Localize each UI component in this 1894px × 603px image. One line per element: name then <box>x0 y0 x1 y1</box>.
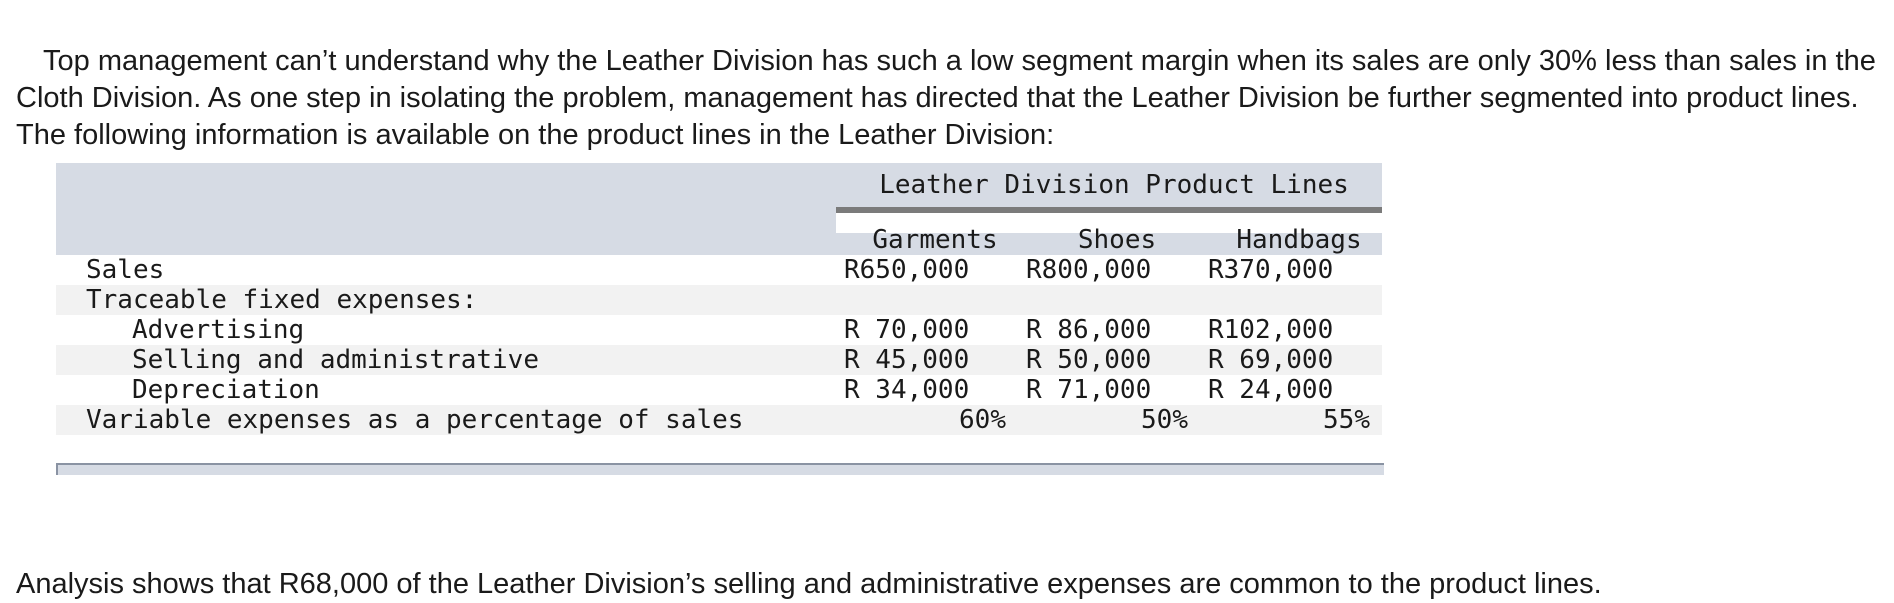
cell-garments: 60% <box>959 405 1006 435</box>
cell-garments: R650,000 <box>844 255 970 285</box>
row-label: Depreciation <box>132 375 320 405</box>
cell-shoes: R 71,000 <box>1026 375 1152 405</box>
group-title-rule <box>836 207 1382 213</box>
row-label: Sales <box>86 255 165 285</box>
column-header-handbags: Handbags <box>1236 225 1362 255</box>
cell-shoes: R 50,000 <box>1026 345 1152 375</box>
group-title: Leather Division Product Lines <box>879 170 1349 200</box>
table-bottom-bar <box>56 463 1384 475</box>
row-label: Traceable fixed expenses: <box>86 285 478 315</box>
row-label: Selling and administrative <box>132 345 539 375</box>
cell-garments: R 34,000 <box>844 375 970 405</box>
table-row-variable-pct: Variable expenses as a percentage of sal… <box>56 405 1382 435</box>
cell-handbags: R102,000 <box>1208 315 1334 345</box>
table-row-selling-admin: Selling and administrative R 45,000 R 50… <box>56 345 1382 375</box>
column-header-shoes: Shoes <box>1077 225 1157 255</box>
cell-garments: R 45,000 <box>844 345 970 375</box>
row-label: Variable expenses as a percentage of sal… <box>86 405 744 435</box>
cell-shoes: R800,000 <box>1026 255 1152 285</box>
cell-shoes: R 86,000 <box>1026 315 1152 345</box>
footer-paragraph: Analysis shows that R68,000 of the Leath… <box>16 568 1602 600</box>
cell-shoes: 50% <box>1141 405 1188 435</box>
cell-handbags: R 24,000 <box>1208 375 1334 405</box>
cell-handbags: R 69,000 <box>1208 345 1334 375</box>
table-row-traceable-fixed: Traceable fixed expenses: <box>56 285 1382 315</box>
row-label: Advertising <box>132 315 305 345</box>
table-row-sales: Sales R650,000 R800,000 R370,000 <box>56 255 1382 285</box>
intro-paragraph: Top management can’t understand why the … <box>16 45 1876 151</box>
cell-garments: R 70,000 <box>844 315 970 345</box>
table-row-depreciation: Depreciation R 34,000 R 71,000 R 24,000 <box>56 375 1382 405</box>
cell-handbags: 55% <box>1323 405 1370 435</box>
cell-handbags: R370,000 <box>1208 255 1334 285</box>
column-header-garments: Garments <box>872 225 998 255</box>
table-row-advertising: Advertising R 70,000 R 86,000 R102,000 <box>56 315 1382 345</box>
